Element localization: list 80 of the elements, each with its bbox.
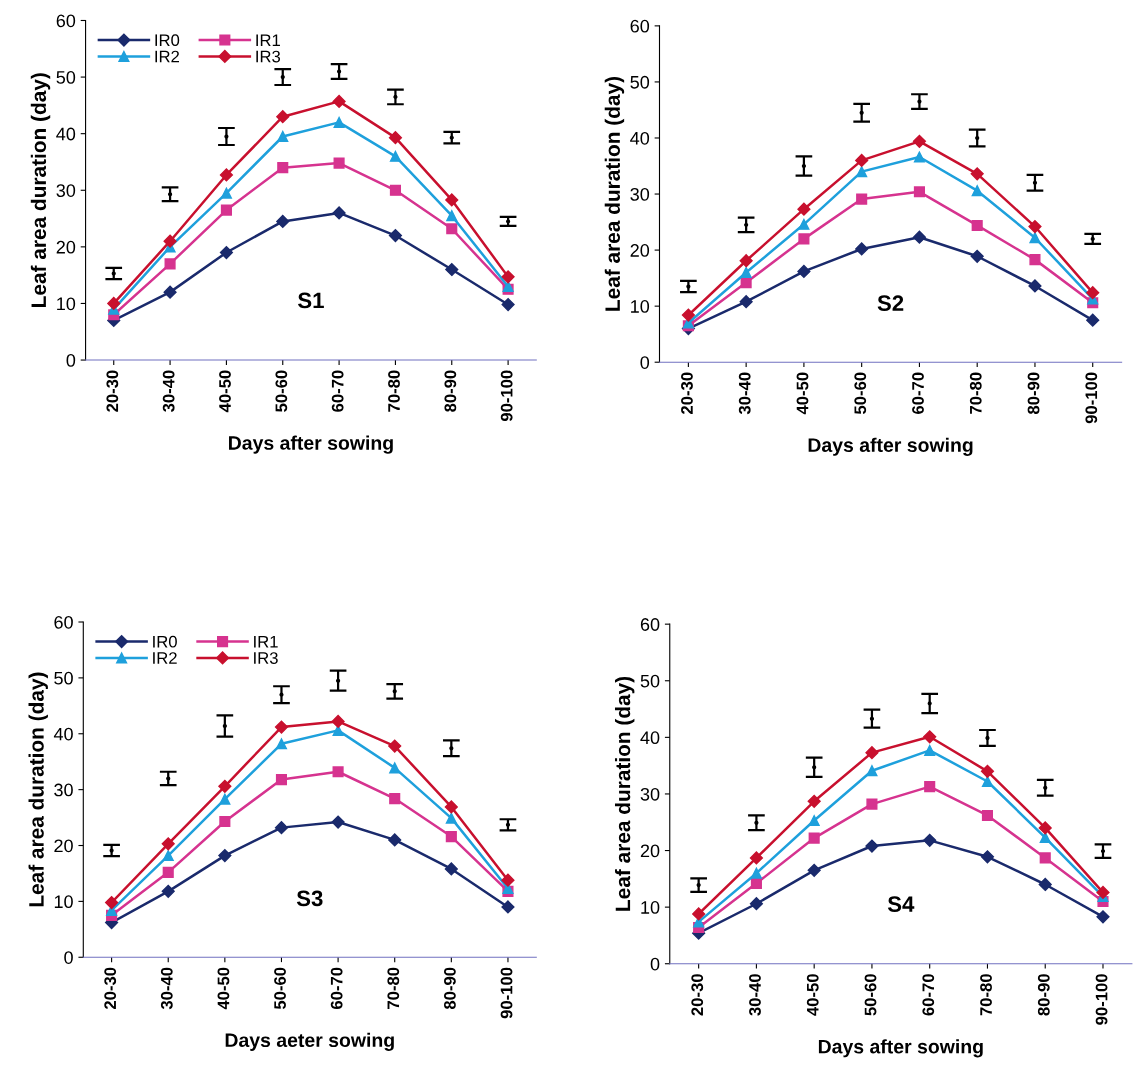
x-tick-label: 90-100 (500, 370, 513, 422)
x-tick-label: 40-50 (217, 967, 230, 1010)
y-tick-label: 40 (640, 731, 660, 745)
y-tick-label: 10 (631, 300, 650, 313)
x-tick-label: 60-70 (912, 372, 924, 414)
y-tick-label: 50 (630, 75, 650, 89)
x-tick-label: 30-40 (738, 372, 751, 415)
x-tick-label: 80-90 (444, 967, 456, 1010)
y-tick-label: 40 (630, 131, 650, 145)
y-tick-label: 30 (54, 783, 73, 797)
x-tick-label: 70-80 (969, 372, 982, 414)
legend-label: IR1 (256, 34, 280, 46)
y-tick-label: 0 (640, 356, 650, 369)
x-tick-label: 50-60 (274, 967, 286, 1010)
y-tick-label: 10 (57, 297, 76, 311)
y-tick-label: 60 (56, 14, 76, 28)
legend-label: IR3 (254, 652, 278, 664)
x-tick-label: 90-100 (1095, 974, 1108, 1025)
y-tick-label: 30 (630, 187, 650, 201)
x-tick-label: 50-60 (864, 974, 877, 1016)
y-tick-label: 10 (54, 895, 73, 909)
y-axis-title: Leaf area duration (day) (30, 73, 51, 307)
y-tick-label: 20 (630, 244, 650, 257)
x-tick-label: 70-80 (980, 974, 992, 1016)
x-tick-label: 60-70 (331, 370, 344, 412)
y-tick-label: 50 (640, 674, 660, 688)
legend-label: IR0 (153, 635, 177, 648)
x-tick-label: 30-40 (160, 967, 173, 1010)
legend-label: IR1 (254, 635, 278, 648)
y-tick-label: 30 (56, 184, 76, 197)
y-tick-label: 30 (640, 787, 660, 801)
x-tick-label: 20-30 (691, 974, 704, 1016)
annotation: S2 (877, 295, 904, 311)
x-tick-label: 70-80 (388, 370, 400, 412)
x-tick-label: 80-90 (1037, 974, 1050, 1016)
y-tick-label: 0 (64, 951, 73, 964)
x-tick-label: 90-100 (500, 967, 513, 1019)
y-tick-label: 60 (640, 618, 660, 631)
x-tick-label: 80-90 (444, 370, 457, 412)
legend-label: IR2 (155, 50, 180, 63)
x-tick-label: 40-50 (219, 370, 231, 413)
y-axis-title: Leaf area duration (day) (604, 76, 625, 311)
y-tick-label: 40 (56, 127, 76, 141)
y-tick-label: 0 (66, 353, 76, 367)
y-tick-label: 20 (54, 839, 73, 853)
x-tick-label: 70-80 (387, 967, 400, 1009)
x-axis-title: Days aeter sowing (225, 1032, 394, 1051)
y-tick-label: 40 (53, 727, 73, 741)
x-tick-label: 60-70 (330, 967, 343, 1009)
legend-label: IR0 (155, 34, 180, 47)
annotation: S1 (297, 292, 324, 309)
y-axis-title: Leaf area duration (day) (614, 676, 635, 911)
y-tick-label: 50 (56, 71, 76, 84)
legend-label: IR3 (256, 50, 281, 63)
y-tick-label: 50 (54, 671, 73, 685)
y-tick-label: 10 (641, 901, 660, 914)
x-tick-label: 40-50 (796, 372, 809, 415)
y-tick-label: 60 (630, 19, 650, 33)
annotation: S3 (296, 890, 323, 907)
x-tick-label: 20-30 (104, 967, 117, 1010)
x-tick-label: 30-40 (162, 370, 175, 413)
x-tick-label: 30-40 (749, 974, 761, 1016)
y-tick-label: 60 (54, 615, 73, 629)
x-tick-label: 80-90 (1027, 372, 1040, 415)
annotation: S4 (887, 896, 915, 912)
y-tick-label: 20 (56, 240, 76, 254)
legend-label: IR2 (153, 652, 177, 664)
x-tick-label: 90-100 (1085, 372, 1098, 424)
x-axis-title: Days after sowing (229, 435, 393, 454)
y-tick-label: 20 (640, 844, 660, 858)
y-axis-title: Leaf area duration (day) (28, 672, 48, 907)
x-tick-label: 50-60 (275, 370, 288, 412)
x-tick-label: 40-50 (806, 974, 819, 1016)
x-tick-label: 20-30 (681, 372, 693, 414)
x-axis-title: Days after sowing (818, 1039, 983, 1058)
x-tick-label: 60-70 (922, 974, 935, 1016)
y-tick-label: 0 (650, 957, 660, 971)
x-tick-label: 20-30 (106, 370, 119, 412)
x-axis-title: Days after sowing (808, 437, 973, 456)
x-tick-label: 50-60 (854, 372, 867, 415)
